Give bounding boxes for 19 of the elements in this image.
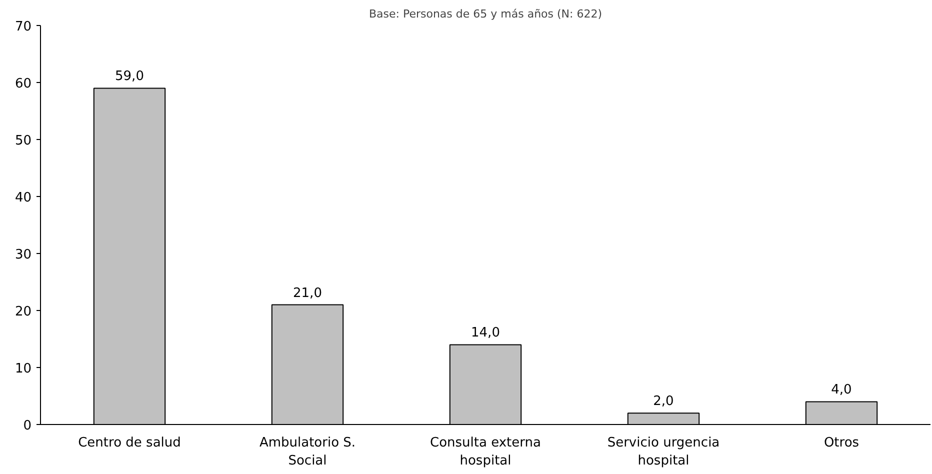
y-tick-label: 70 (14, 20, 32, 34)
chart-subtitle: Base: Personas de 65 y más años (N: 622) (368, 8, 602, 20)
y-tick-label: 60 (14, 76, 32, 92)
data-label: 21,0 (293, 286, 322, 301)
y-tick-label: 50 (14, 134, 32, 148)
x-tick-label: Consulta externa hospital (430, 436, 541, 468)
x-tick-label: Centro de salud (78, 436, 181, 450)
y-tick-label: 40 (14, 190, 32, 206)
y-tick-label: 30 (14, 248, 32, 262)
y-tick-label: 10 (14, 362, 32, 376)
data-label: 59,0 (115, 69, 144, 84)
data-label: 2,0 (653, 394, 674, 410)
y-tick-label: 0 (23, 418, 32, 434)
x-tick-label: Otros (824, 436, 860, 450)
x-tick-label: Servicio urgencia hospital (607, 436, 720, 468)
y-tick-label: 20 (14, 304, 32, 320)
data-label: 4,0 (831, 382, 852, 398)
x-tick-label: Ambulatorio S. Social (259, 436, 356, 468)
data-label: 14,0 (471, 326, 500, 341)
